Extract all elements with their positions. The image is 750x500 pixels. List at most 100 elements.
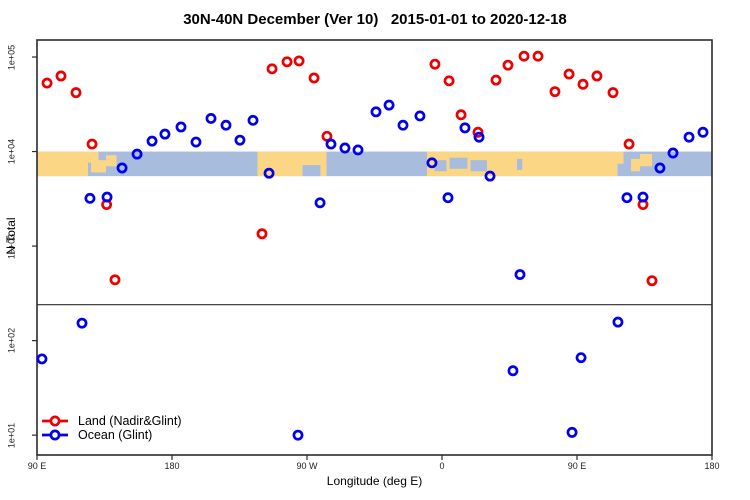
legend-item-ocean: Ocean (Glint) (40, 428, 182, 442)
data-point-land (443, 75, 455, 87)
x-tick-label: 90 E (567, 461, 587, 471)
data-point-ocean (397, 119, 409, 131)
data-point-ocean (473, 131, 485, 143)
data-point-ocean (621, 192, 633, 204)
data-point-ocean (325, 138, 337, 150)
x-tick-label: 0 (439, 461, 445, 471)
data-point-land (455, 109, 467, 121)
data-point-land (591, 70, 603, 82)
y-tick-label: 1e+02 (6, 327, 17, 354)
data-point-ocean (190, 136, 202, 148)
data-point-land (86, 138, 98, 150)
data-point-ocean (637, 191, 649, 203)
data-point-ocean (263, 167, 275, 179)
data-point-ocean (76, 317, 88, 329)
data-point-ocean (234, 134, 246, 146)
data-point-ocean (339, 142, 351, 154)
data-point-ocean (175, 121, 187, 133)
data-point-ocean (612, 316, 624, 328)
map-strip-land (640, 154, 652, 167)
data-point-ocean (146, 135, 158, 147)
x-tick-label: 90 W (296, 461, 318, 471)
data-point-ocean (697, 126, 709, 138)
data-point-land (256, 228, 268, 240)
data-point-ocean (459, 122, 471, 134)
x-axis-title: Longitude (deg E) (326, 474, 423, 488)
map-strip-land (106, 155, 117, 167)
data-point-land (623, 138, 635, 150)
x-tick-label: 180 (704, 461, 720, 471)
data-point-ocean (414, 110, 426, 122)
data-point-land (502, 59, 514, 71)
data-point-ocean (566, 426, 578, 438)
data-point-land (266, 63, 278, 75)
data-point-land (308, 72, 320, 84)
data-point-land (70, 87, 82, 99)
data-point-ocean (101, 191, 113, 203)
data-point-ocean (314, 197, 326, 209)
data-point-ocean (667, 147, 679, 159)
legend-label-land: Land (Nadir&Glint) (78, 414, 182, 428)
data-point-land (429, 58, 441, 70)
data-point-land (41, 77, 53, 89)
map-strip-sea (434, 160, 447, 172)
data-point-ocean (383, 99, 395, 111)
data-point-land (293, 55, 305, 67)
map-strip-sea (302, 165, 321, 177)
data-point-land (109, 274, 121, 286)
y-tick-label: 1e+03 (6, 233, 17, 259)
scatter-plot (32, 39, 713, 460)
map-strip-sea (470, 160, 487, 172)
legend: Land (Nadir&Glint) Ocean (Glint) (40, 414, 182, 442)
data-point-land (321, 130, 333, 142)
map-strip-land (91, 160, 106, 173)
legend-item-land: Land (Nadir&Glint) (40, 414, 182, 428)
data-point-ocean (575, 352, 587, 364)
data-point-land (607, 87, 619, 99)
data-point-ocean (220, 119, 232, 131)
data-point-ocean (370, 106, 382, 118)
map-strip-sea (517, 158, 523, 170)
data-point-land (532, 50, 544, 62)
map-strip-land (37, 151, 88, 177)
data-point-land (518, 50, 530, 62)
data-point-ocean (442, 192, 454, 204)
data-point-ocean (292, 429, 304, 441)
data-point-ocean (36, 353, 48, 365)
data-point-land (646, 275, 658, 287)
legend-marker-land-icon (42, 415, 68, 427)
map-strip-land (88, 151, 99, 163)
data-point-ocean (159, 128, 171, 140)
legend-label-ocean: Ocean (Glint) (78, 428, 153, 442)
x-tick-label: 90 E (27, 461, 47, 471)
data-point-ocean (507, 365, 519, 377)
map-strip-sea (449, 157, 468, 169)
chart-title: 30N-40N December (Ver 10) 2015-01-01 to … (183, 11, 567, 28)
data-point-ocean (683, 131, 695, 143)
map-strip-land (631, 158, 640, 172)
x-tick-label: 180 (164, 461, 180, 471)
data-point-ocean (247, 114, 259, 126)
data-point-land (490, 74, 502, 86)
data-point-ocean (514, 269, 526, 280)
y-tick-label: 1e+04 (6, 138, 17, 165)
data-point-ocean (426, 157, 438, 169)
data-point-land (281, 56, 293, 68)
data-point-ocean (654, 162, 666, 174)
data-point-ocean (116, 162, 128, 174)
data-point-land (55, 70, 67, 82)
data-point-ocean (205, 112, 217, 124)
map-strip-land (617, 151, 624, 164)
data-point-ocean (131, 148, 143, 160)
data-point-ocean (352, 144, 364, 156)
data-point-land (549, 86, 561, 98)
data-point-land (563, 68, 575, 80)
data-point-land (577, 78, 589, 90)
y-tick-label: 1e+01 (6, 422, 17, 448)
data-point-land (472, 126, 484, 138)
plot-frame (36, 39, 713, 456)
legend-marker-ocean-icon (42, 429, 68, 441)
data-point-ocean (484, 170, 496, 182)
y-tick-label: 1e+05 (6, 44, 17, 70)
